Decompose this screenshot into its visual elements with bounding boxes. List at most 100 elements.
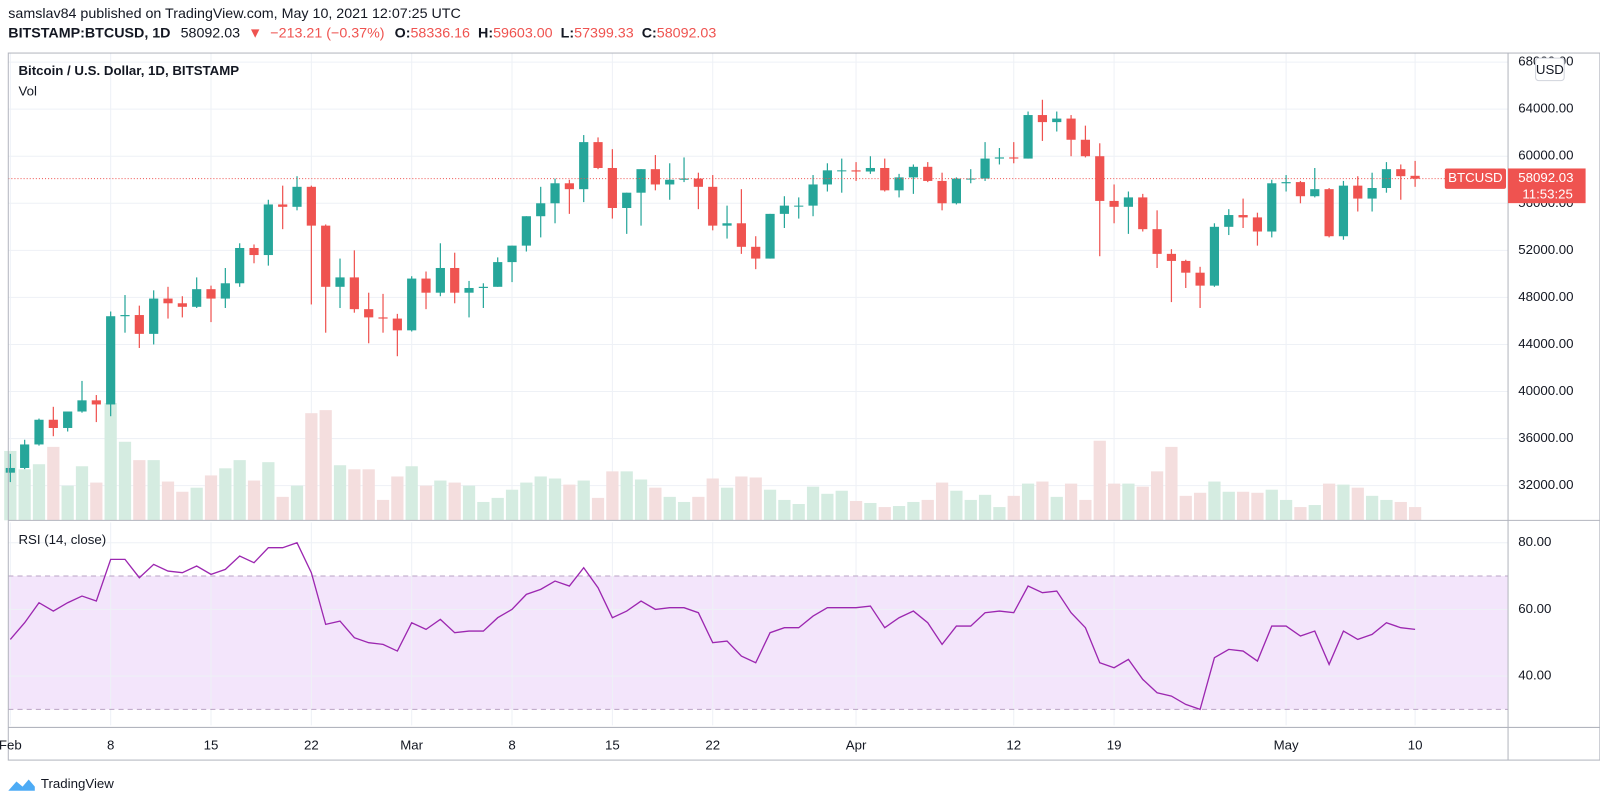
y-tick-label: 32000.00 (1518, 477, 1573, 492)
volume-bar (835, 490, 848, 521)
candle-body (851, 170, 861, 172)
candle-body (650, 169, 660, 185)
volume-bar (534, 476, 547, 521)
volume-bar (1021, 483, 1035, 521)
volume-bar (1179, 495, 1192, 521)
volume-bar (319, 410, 332, 521)
volume-bar (1265, 489, 1278, 521)
candle-body (1396, 169, 1406, 177)
y-tick-label: 52000.00 (1518, 242, 1573, 257)
candle-body (1224, 215, 1234, 227)
volume-bar (247, 480, 261, 521)
volume-bar (1107, 483, 1121, 521)
candle-body (1367, 187, 1377, 199)
volume-bar (505, 489, 519, 521)
x-tick-label: 19 (1107, 737, 1122, 752)
x-tick-label: Apr (846, 737, 867, 752)
volume-bar (864, 502, 877, 521)
candle-body (1123, 197, 1134, 207)
candle-body (937, 180, 947, 204)
volume-bar (1050, 496, 1063, 521)
volume-bar (1079, 499, 1092, 521)
volume-bar (176, 491, 189, 521)
volume-bar (133, 460, 146, 521)
volume-bar (806, 486, 820, 521)
y-tick-label: 60.00 (1518, 601, 1551, 616)
x-tick-label: 22 (304, 737, 319, 752)
candle-body (349, 277, 359, 310)
ohlc-value: 57399.33 (574, 25, 634, 41)
change: −213.21 (−0.37%) (270, 25, 384, 41)
volume-bar (262, 462, 275, 521)
volume-bar (376, 499, 390, 521)
volume-bar (677, 501, 691, 521)
volume-bar (1122, 483, 1135, 521)
candle-body (751, 246, 761, 259)
publisher: samslav84 published on TradingView.com, … (8, 6, 461, 22)
candle-body (1080, 139, 1091, 157)
candle-body (364, 309, 374, 318)
volume-bar (290, 485, 304, 521)
y-tick-label: 48000.00 (1518, 289, 1573, 304)
header-line: BITSTAMP:BTCUSD, 1D 58092.03 ▼ −213.21 (… (8, 25, 716, 41)
candle-body (1037, 115, 1048, 123)
volume-bar (692, 496, 705, 521)
volume-bar (1322, 483, 1336, 521)
candle-body (736, 223, 746, 247)
ohlc-value: 59603.00 (493, 25, 553, 41)
candle-body (564, 183, 574, 190)
volume-bar (892, 506, 906, 521)
candle-body (794, 205, 804, 207)
candle-body (908, 166, 918, 178)
candle-body (1009, 157, 1019, 159)
volume-bar (276, 496, 289, 521)
candle-body (1195, 272, 1205, 286)
candle-body (837, 170, 847, 172)
volume-bar (735, 476, 748, 521)
brand: TradingView (41, 776, 114, 791)
candle-body (579, 142, 589, 190)
currency[interactable]: USD (1536, 62, 1564, 77)
x-tick-label: Mar (400, 737, 423, 752)
candle-body (880, 167, 890, 191)
candle-body (622, 192, 632, 208)
volume-label: Vol (18, 83, 36, 98)
volume-bar (233, 460, 246, 521)
candle-body (493, 262, 503, 287)
x-tick-label: Feb (0, 737, 22, 752)
candle-body (636, 169, 646, 193)
candle-body (994, 157, 1004, 159)
volume-bar (720, 487, 734, 521)
volume-bar (1351, 487, 1364, 521)
candle-body (865, 167, 875, 172)
volume-bar (1064, 483, 1078, 521)
candle-body (894, 177, 904, 191)
symbol-tag-label: BTCUSD (1448, 170, 1502, 185)
candle-body (335, 277, 345, 287)
x-tick-label: 8 (508, 737, 515, 752)
volume-bar (90, 482, 103, 521)
volume-bar (978, 494, 992, 521)
candle-body (1066, 118, 1076, 140)
candle-body (593, 142, 603, 168)
volume-bar (548, 478, 562, 521)
direction: ▼ (248, 25, 262, 41)
volume-bar (993, 507, 1006, 521)
candle-body (249, 247, 259, 256)
volume-bar (1251, 492, 1264, 521)
candle-body (951, 178, 961, 204)
candle-body (321, 225, 331, 287)
volume-bar (1236, 491, 1250, 521)
currency-button[interactable] (1535, 57, 1565, 82)
candle-body (708, 186, 718, 226)
candle-body (435, 267, 445, 293)
last: 58092.03 (181, 25, 241, 41)
price-tag (1508, 168, 1586, 204)
volume-bar (491, 497, 504, 521)
candle-body (521, 216, 531, 246)
volume-bar (219, 468, 232, 521)
candle-body (1238, 215, 1248, 218)
candle-body (20, 444, 30, 468)
candle-body (1281, 182, 1291, 184)
